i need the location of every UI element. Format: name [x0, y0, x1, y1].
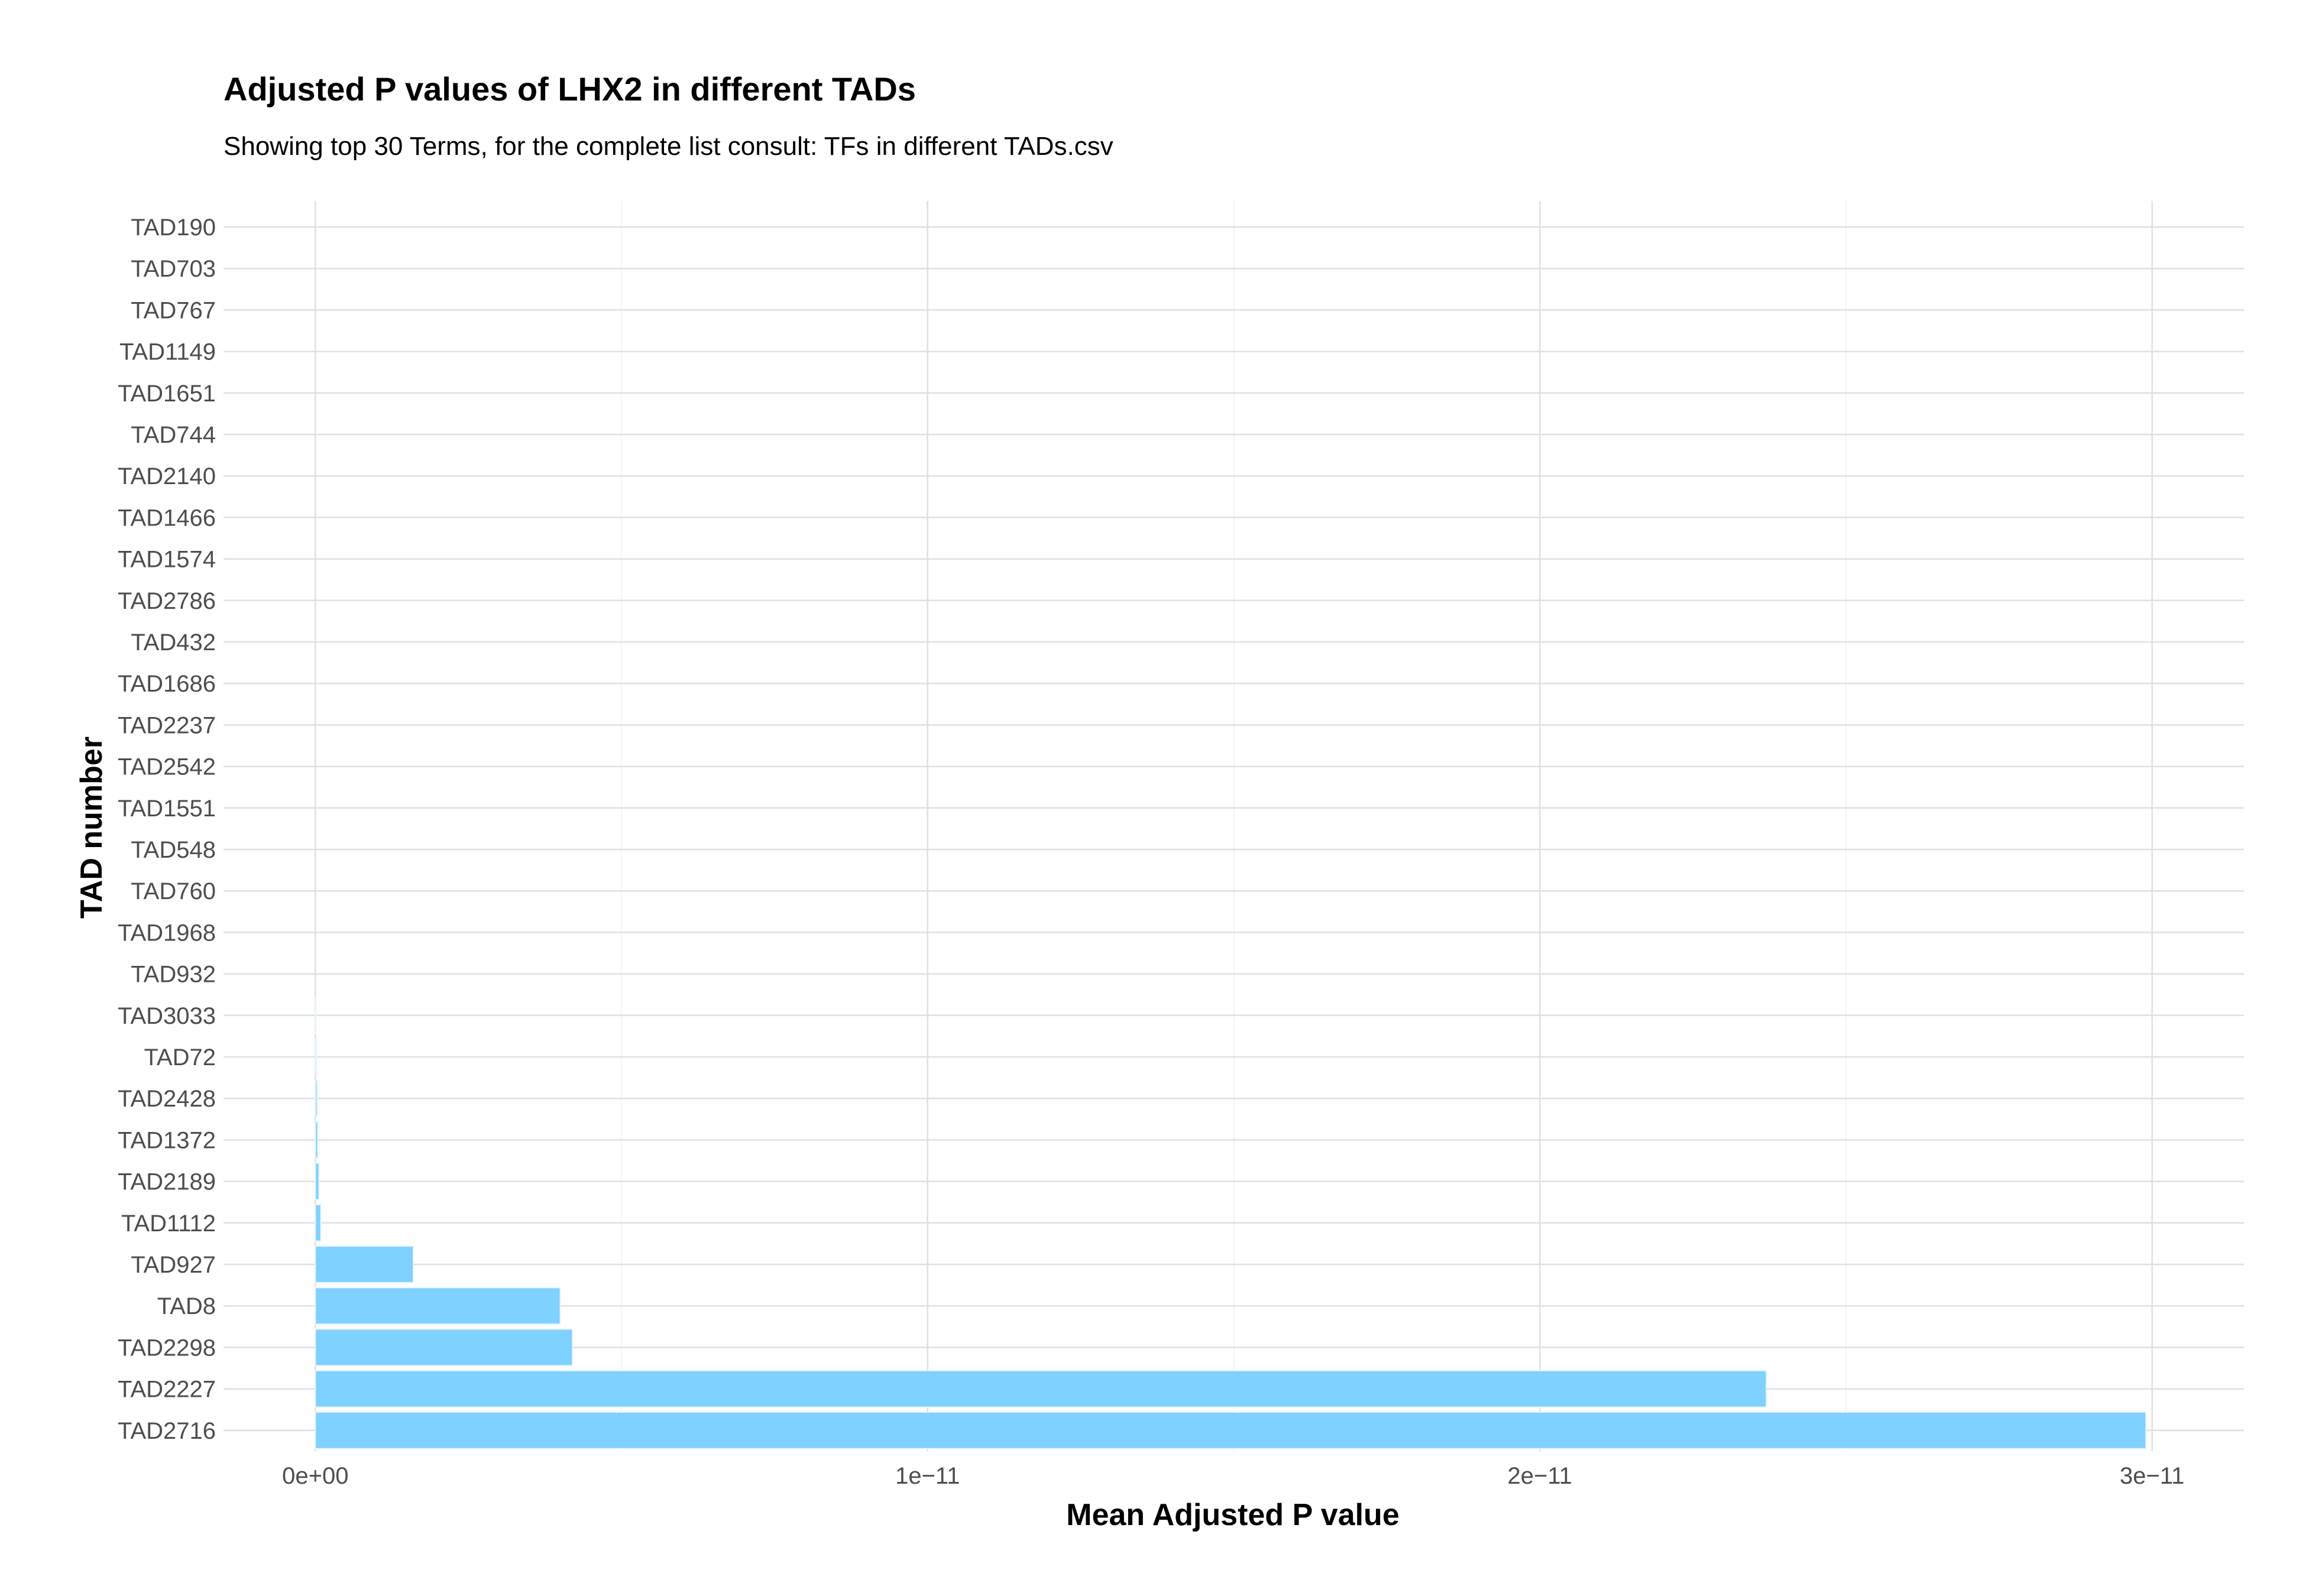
x-tick-label: 0e+00	[282, 1463, 348, 1489]
y-tick-label: TAD1651	[118, 381, 216, 407]
bar-tad2227	[315, 1370, 1767, 1408]
bar-tad927	[315, 1245, 414, 1283]
y-tick-labels: TAD190 TAD703 TAD767 TAD1149 TAD1651 TAD744 TA…	[118, 215, 216, 1444]
bar-tad1112	[315, 1204, 322, 1242]
grid	[224, 201, 2244, 1451]
y-tick-label: TAD932	[131, 962, 216, 988]
bar-tad8	[315, 1287, 561, 1325]
y-tick-label: TAD190	[131, 215, 216, 241]
y-tick-label: TAD432	[131, 630, 216, 656]
x-tick-label: 3e−11	[2120, 1463, 2184, 1489]
y-tick-label: TAD767	[131, 297, 216, 323]
y-tick-label: TAD2786	[118, 588, 216, 614]
y-tick-label: TAD1149	[119, 339, 216, 365]
y-tick-label: TAD1686	[118, 671, 216, 697]
y-tick-label: TAD2140	[118, 463, 216, 489]
chart-title: Adjusted P values of LHX2 in different T…	[224, 70, 916, 108]
y-axis-title: TAD number	[75, 737, 109, 919]
bar-tad1372	[315, 1121, 319, 1159]
bar-tad2428	[315, 1079, 318, 1118]
bar-tad2716	[315, 1411, 2147, 1449]
y-tick-label: TAD703	[131, 256, 216, 282]
bar-tad2189	[315, 1162, 320, 1201]
y-tick-label: TAD744	[131, 422, 216, 448]
y-tick-label: TAD2298	[118, 1335, 216, 1361]
y-tick-label: TAD1551	[118, 796, 216, 822]
x-tick-labels: 0e+00 1e−11 2e−11 3e−11	[282, 1463, 2184, 1489]
x-tick-label: 2e−11	[1508, 1463, 1572, 1489]
y-tick-label: TAD2227	[118, 1377, 216, 1403]
bar-tad72	[315, 1038, 318, 1076]
y-tick-label: TAD72	[144, 1044, 216, 1071]
y-tick-label: TAD1466	[118, 505, 216, 531]
bar-tad2298	[315, 1328, 574, 1367]
y-tick-label: TAD1112	[121, 1211, 216, 1237]
y-tick-label: TAD1372	[118, 1127, 216, 1153]
bar-tad3033	[315, 996, 317, 1034]
y-tick-label: TAD2428	[118, 1086, 216, 1112]
y-tick-label: TAD2716	[118, 1418, 216, 1444]
chart-subtitle: Showing top 30 Terms, for the complete l…	[224, 132, 1113, 161]
y-tick-label: TAD927	[131, 1252, 216, 1278]
y-tick-label: TAD548	[131, 837, 216, 863]
x-axis-title: Mean Adjusted P value	[1066, 1498, 1400, 1532]
y-tick-label: TAD2189	[118, 1169, 216, 1195]
y-tick-label: TAD2237	[118, 712, 216, 738]
x-tick-label: 1e−11	[895, 1463, 960, 1489]
bars	[315, 996, 2147, 1449]
y-tick-label: TAD8	[157, 1293, 216, 1319]
y-tick-label: TAD3033	[118, 1003, 216, 1029]
y-tick-label: TAD1968	[118, 920, 216, 946]
y-tick-label: TAD2542	[118, 754, 216, 780]
y-tick-label: TAD760	[131, 878, 216, 904]
y-tick-label: TAD1574	[118, 547, 216, 573]
